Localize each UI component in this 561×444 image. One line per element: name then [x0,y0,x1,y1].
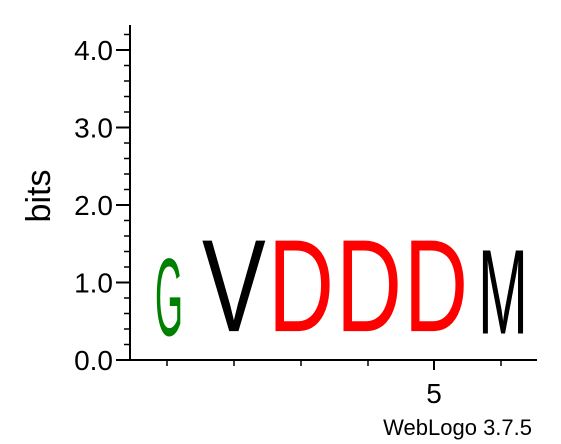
y-tick-label: 4.0 [74,35,113,66]
y-major-ticks: 0.0 1.0 2.0 3.0 4.0 [74,35,130,376]
logo-letter-m: M [478,224,528,360]
logo-letter-d: D [268,213,334,359]
x-tick-label: 5 [426,378,442,409]
weblogo-credit: WebLogo 3.7.5 [383,415,532,440]
logo-letter-d: D [404,213,468,360]
y-minor-ticks [124,33,130,346]
y-axis-label: bits [20,170,58,223]
y-tick-label: 3.0 [74,113,113,144]
logo-letter-d: D [336,213,402,359]
logo-letter-g: G [155,236,183,360]
y-tick-label: 1.0 [74,268,113,299]
logo-letter-v: V [202,213,266,359]
x-ticks [166,360,502,370]
y-tick-label: 0.0 [74,345,113,376]
y-tick-label: 2.0 [74,190,113,221]
